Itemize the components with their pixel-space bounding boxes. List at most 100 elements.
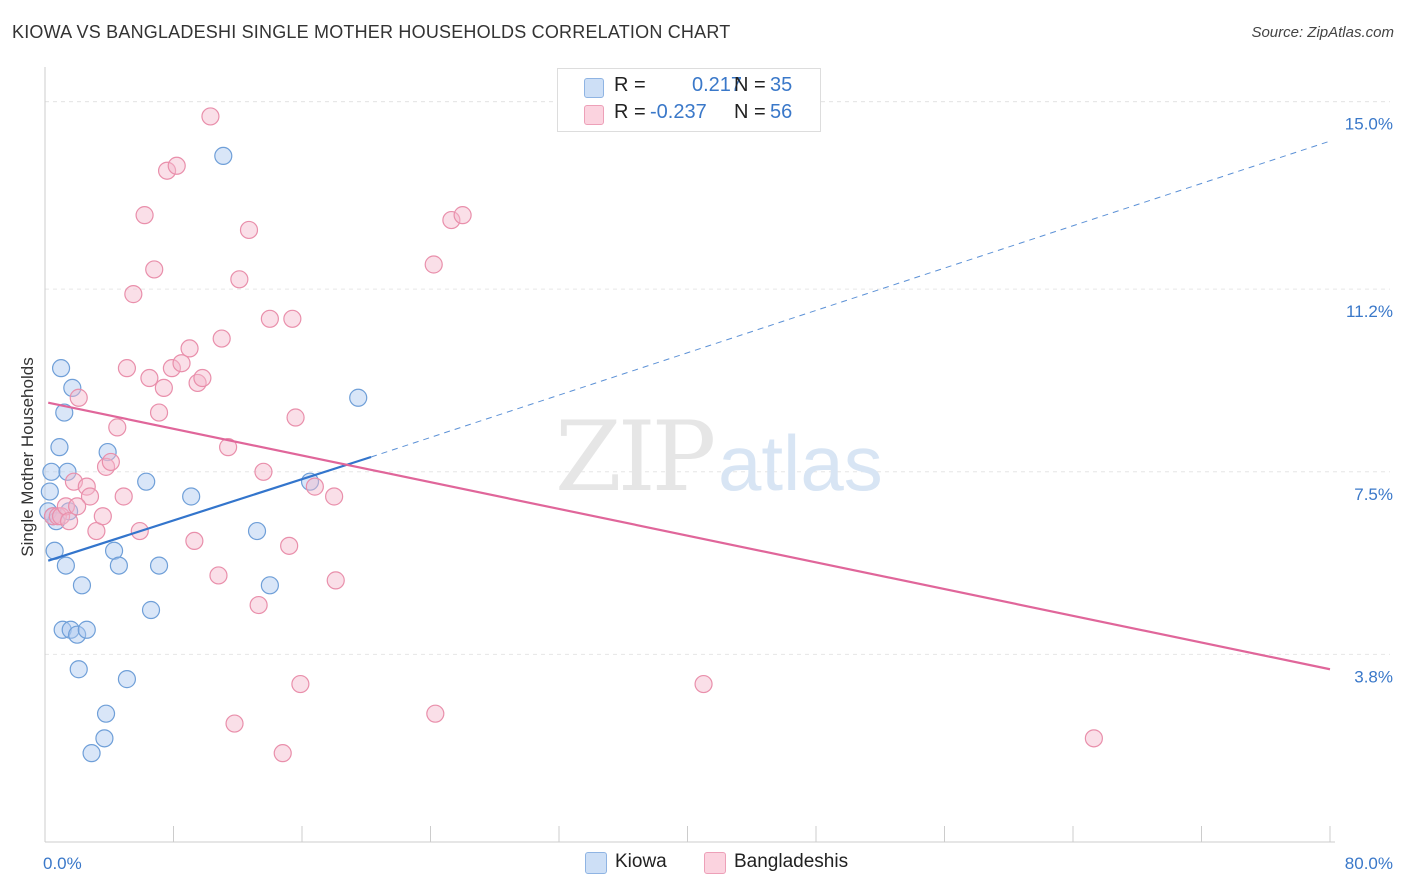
bangladeshis-point (149, 403, 169, 422)
kiowa-point (149, 556, 169, 575)
y-tick-label: 15.0% (1345, 115, 1393, 134)
bangladeshis-point (201, 107, 220, 126)
bangladeshis-point (140, 368, 159, 388)
bangladeshis-point (59, 512, 79, 531)
bangladeshis-point (124, 285, 143, 304)
bangladeshis-point (249, 595, 268, 615)
bangladeshis-point (291, 674, 310, 694)
kiowa-point (182, 487, 201, 506)
y-tick-label: 3.8% (1354, 667, 1393, 686)
bangladeshis-point (193, 368, 212, 388)
axes (44, 67, 1335, 843)
bangladeshis-point (101, 452, 120, 472)
legend-n-label: N = (734, 74, 766, 96)
bangladeshis-point (172, 354, 191, 373)
legend-r-label: R = (614, 101, 646, 123)
bangladeshis-point (442, 210, 461, 230)
x-tick-label: 0.0% (43, 854, 82, 873)
y-tick-label: 11.2% (1346, 302, 1393, 321)
bangladeshis-point (1084, 729, 1103, 748)
bangladeshis-point (426, 704, 445, 723)
series-bangladeshis (43, 107, 1103, 763)
bottom-legend-label-bangladeshis: Bangladeshis (734, 851, 849, 872)
kiowa-point (141, 600, 161, 620)
watermark-atlas: atlas (718, 419, 883, 507)
kiowa-point (260, 576, 279, 595)
kiowa-point (117, 670, 137, 689)
bottom-legend-swatch-kiowa (585, 852, 607, 874)
legend: R = 0.217 N = 35 R = -0.237 N = 56 (557, 68, 821, 132)
bangladeshis-point (283, 309, 302, 328)
bangladeshis-point (286, 408, 305, 427)
bangladeshis-point (305, 477, 324, 496)
legend-n-value: 35 (770, 74, 793, 96)
kiowa-point (55, 403, 74, 422)
bangladeshis-point (69, 388, 88, 407)
trend-lines (47, 140, 1331, 671)
kiowa-trend-extension (370, 140, 1331, 458)
bangladeshis-point (93, 507, 112, 526)
kiowa-point (72, 576, 92, 595)
source-label: Source: ZipAtlas.com (1251, 24, 1394, 41)
bangladeshis-point (154, 378, 173, 397)
x-tick-label: 80.0% (1345, 854, 1393, 873)
kiowa-point (96, 704, 116, 723)
bangladeshis-point (114, 487, 133, 506)
kiowa-point (51, 359, 71, 378)
kiowa-point (58, 462, 77, 481)
bangladeshis-point (77, 477, 96, 496)
legend-r-value: 0.217 (692, 74, 743, 96)
kiowa-point (109, 556, 128, 575)
bangladeshis-point (167, 156, 186, 175)
legend-swatch-bangladeshis (584, 105, 604, 125)
bangladeshis-point (162, 359, 181, 378)
bottom-legend-swatch-bangladeshis (704, 852, 726, 874)
watermark-zip: ZIP (555, 401, 714, 513)
kiowa-point (82, 744, 101, 763)
bangladeshis-point (325, 487, 344, 506)
bangladeshis-point (424, 255, 443, 274)
bangladeshis-point (108, 418, 127, 437)
kiowa-point (50, 438, 69, 457)
bangladeshis-point (453, 206, 472, 225)
grid-lines (45, 101, 1390, 655)
bangladeshis-point (80, 487, 100, 506)
y-axis-label: Single Mother Households (18, 357, 37, 557)
legend-r-value: -0.237 (650, 101, 707, 123)
kiowa-point (68, 625, 87, 644)
kiowa-point (349, 388, 368, 407)
kiowa-point (95, 729, 114, 748)
legend-swatch-kiowa (584, 78, 604, 98)
kiowa-trend-line (47, 455, 372, 562)
bangladeshis-point (230, 270, 249, 289)
legend-r-label: R = (614, 74, 646, 96)
bangladeshis-point (209, 566, 228, 585)
bangladeshis-point (273, 744, 292, 763)
bangladeshis-point (185, 531, 204, 551)
y-tick-label: 7.5% (1354, 485, 1393, 504)
bangladeshis-point (219, 438, 238, 457)
legend-n-label: N = (734, 101, 766, 123)
kiowa-point (56, 556, 75, 575)
bangladeshis-point (68, 497, 87, 516)
bangladeshis-point (254, 462, 273, 481)
kiowa-point (63, 378, 82, 397)
kiowa-point (42, 462, 61, 481)
kiowa-point (69, 660, 88, 679)
bangladeshis-point (180, 339, 199, 358)
kiowa-point (214, 146, 233, 166)
series-kiowa (39, 146, 368, 763)
bangladeshis-point (135, 206, 154, 225)
kiowa-point (98, 442, 117, 462)
kiowa-point (77, 620, 96, 639)
bangladeshis-point (117, 359, 137, 378)
kiowa-point (40, 482, 59, 501)
kiowa-point (137, 472, 156, 491)
kiowa-point (247, 521, 267, 541)
bangladeshis-point (145, 260, 164, 279)
watermark: ZIP atlas (555, 401, 883, 513)
legend-n-value: 56 (770, 101, 793, 123)
tick-labels: 3.8% 7.5% 11.2% 15.0% 0.0% 80.0% (43, 115, 1393, 873)
bangladeshis-point (326, 571, 345, 590)
